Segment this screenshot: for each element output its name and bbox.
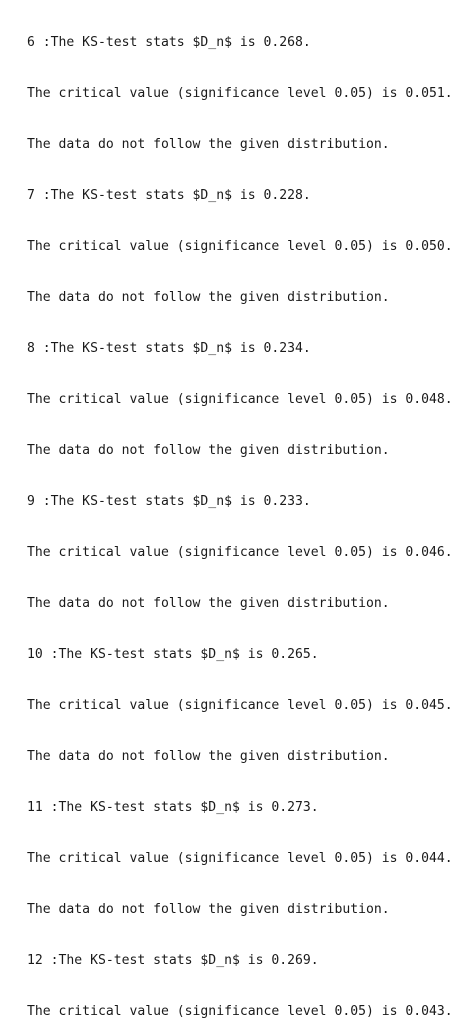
output-line: The data do not follow the given distrib… bbox=[27, 290, 390, 305]
console-output: 6 :The KS-test stats $D_n$ is 0.268. The… bbox=[27, 0, 460, 1018]
output-line: The data do not follow the given distrib… bbox=[27, 596, 390, 611]
output-line: 8 :The KS-test stats $D_n$ is 0.234. bbox=[27, 341, 311, 356]
output-line: The data do not follow the given distrib… bbox=[27, 749, 390, 764]
output-line: The critical value (significance level 0… bbox=[27, 239, 453, 254]
output-line: 9 :The KS-test stats $D_n$ is 0.233. bbox=[27, 494, 311, 509]
output-line: The data do not follow the given distrib… bbox=[27, 137, 390, 152]
output-line: The critical value (significance level 0… bbox=[27, 392, 453, 407]
output-line: 11 :The KS-test stats $D_n$ is 0.273. bbox=[27, 800, 319, 815]
output-line: 6 :The KS-test stats $D_n$ is 0.268. bbox=[27, 35, 311, 50]
output-line: 12 :The KS-test stats $D_n$ is 0.269. bbox=[27, 953, 319, 968]
output-line: The critical value (significance level 0… bbox=[27, 545, 453, 560]
output-line: The critical value (significance level 0… bbox=[27, 851, 453, 866]
output-line: 10 :The KS-test stats $D_n$ is 0.265. bbox=[27, 647, 319, 662]
output-line: The data do not follow the given distrib… bbox=[27, 443, 390, 458]
output-line: The data do not follow the given distrib… bbox=[27, 902, 390, 917]
output-line: The critical value (significance level 0… bbox=[27, 698, 453, 713]
output-line: The critical value (significance level 0… bbox=[27, 1004, 453, 1018]
output-line: The critical value (significance level 0… bbox=[27, 86, 453, 101]
output-line: 7 :The KS-test stats $D_n$ is 0.228. bbox=[27, 188, 311, 203]
